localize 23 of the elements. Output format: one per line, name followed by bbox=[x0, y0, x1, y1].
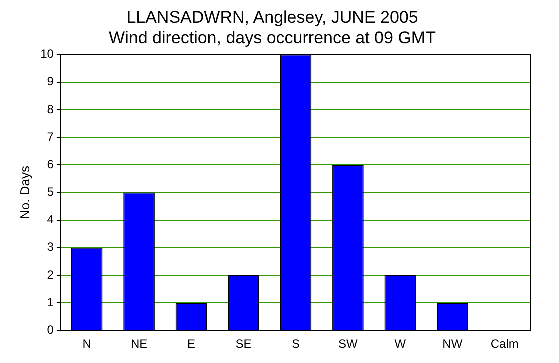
x-tick-label: NE bbox=[130, 337, 148, 352]
y-tick-label: 8 bbox=[47, 102, 54, 116]
x-tick-label: SW bbox=[338, 337, 359, 352]
y-tick-label: 5 bbox=[47, 185, 54, 200]
x-tick-label: W bbox=[394, 337, 407, 352]
x-tick-label: SE bbox=[236, 337, 252, 352]
y-tick-label: 4 bbox=[47, 212, 54, 227]
x-tick-label: N bbox=[82, 337, 92, 352]
text: LLANSADWRN, Anglesey, JUNE 2005 bbox=[126, 8, 418, 27]
x-tick-label: Calm bbox=[490, 337, 519, 352]
y-axis-title: No. Days bbox=[17, 165, 32, 220]
y-tick-label: 0 bbox=[47, 322, 54, 337]
y-tick-label: 1 bbox=[47, 295, 54, 310]
y-tick-label: 6 bbox=[47, 157, 54, 172]
x-tick-label: NW bbox=[442, 337, 464, 352]
x-tick-label: E bbox=[188, 337, 196, 352]
text: Wind direction, days occurrence at 09 GMT bbox=[109, 28, 436, 48]
y-tick-label: 3 bbox=[47, 240, 54, 254]
y-tick-label: 7 bbox=[47, 130, 54, 144]
y-tick-label: 2 bbox=[47, 268, 54, 282]
y-tick-label: 9 bbox=[47, 74, 54, 89]
x-tick-label: S bbox=[292, 337, 300, 352]
y-tick-label: 10 bbox=[40, 47, 54, 62]
